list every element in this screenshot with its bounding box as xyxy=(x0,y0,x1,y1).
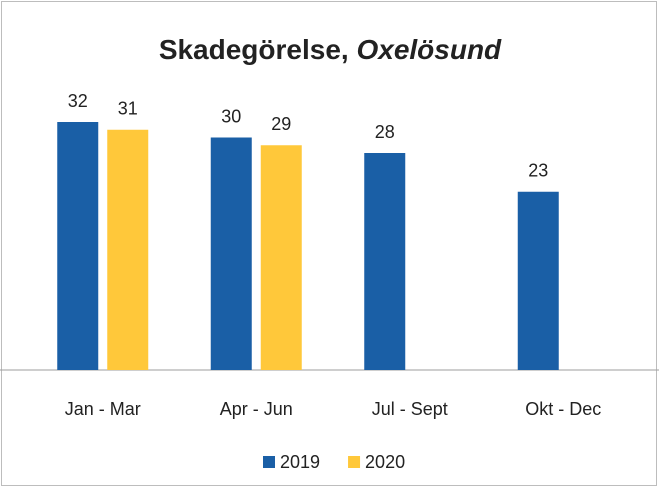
legend-swatch xyxy=(263,456,275,468)
bar xyxy=(517,191,559,370)
x-tick-label: Apr - Jun xyxy=(220,399,293,419)
bar xyxy=(57,122,99,370)
data-label: 23 xyxy=(528,161,548,181)
bar xyxy=(260,145,302,370)
data-label: 31 xyxy=(118,99,138,119)
legend-swatch xyxy=(348,456,361,468)
title-main: Skadegörelse, xyxy=(159,34,349,65)
title-italic: Oxelösund xyxy=(356,34,502,65)
data-label: 32 xyxy=(68,91,88,111)
data-label: 28 xyxy=(375,122,395,142)
bar xyxy=(107,129,149,370)
chart-title: Skadegörelse, Oxelösund xyxy=(159,34,502,65)
x-tick-label: Jan - Mar xyxy=(65,399,141,419)
data-label: 30 xyxy=(221,106,241,126)
bar xyxy=(364,153,406,370)
bar xyxy=(210,137,252,370)
x-tick-label: Okt - Dec xyxy=(525,399,601,419)
legend-label: 2019 xyxy=(280,452,320,472)
legend-label: 2020 xyxy=(365,452,405,472)
data-label: 29 xyxy=(271,114,291,134)
x-tick-label: Jul - Sept xyxy=(372,399,448,419)
